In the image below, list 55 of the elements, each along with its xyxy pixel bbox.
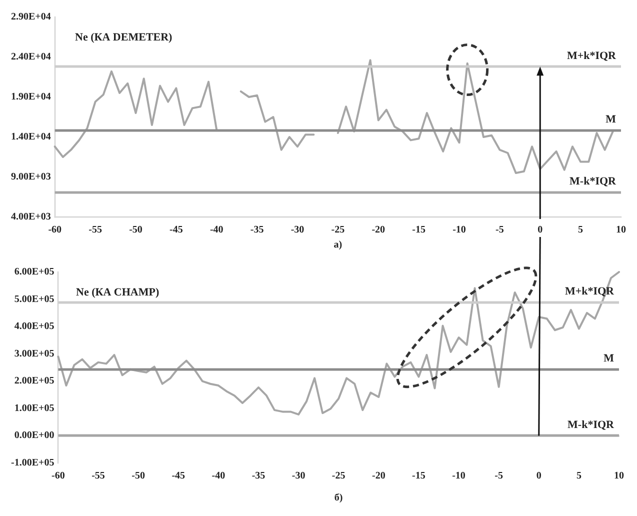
x-tick-label: -60 (52, 470, 65, 482)
x-tick-label: -15 (412, 470, 426, 482)
x-tick-label: -40 (210, 224, 224, 236)
y-tick-label: 0.00E+00 (14, 430, 54, 442)
x-tick-label: -25 (331, 224, 345, 236)
x-tick-label: -60 (48, 224, 62, 236)
x-tick-label: 0 (536, 470, 542, 482)
x-tick-label: -55 (88, 224, 102, 236)
y-tick-label: 4.00E+05 (14, 321, 54, 332)
x-tick-label: -45 (172, 470, 186, 482)
y-tick-label: 4.00E+03 (10, 212, 51, 222)
x-tick-label: -50 (132, 470, 145, 482)
ref-line-label: M-k*IQR (570, 176, 618, 188)
y-tick-label: 2.40E+04 (10, 52, 51, 62)
x-tick-label: -15 (412, 224, 426, 236)
x-axis-title: б) (334, 492, 343, 504)
y-tick-label: 9.00E+03 (10, 172, 51, 182)
x-tick-label: -35 (250, 224, 264, 236)
x-tick-label: -20 (372, 470, 386, 482)
x-tick-label: -25 (332, 470, 346, 482)
y-tick-label: 1.90E+04 (10, 92, 51, 102)
x-tick-label: 5 (576, 470, 582, 482)
x-tick-label: -10 (452, 470, 466, 482)
x-tick-label: -35 (252, 470, 266, 482)
x-tick-label: -30 (290, 224, 304, 236)
y-tick-label: 1.00E+05 (14, 402, 54, 414)
x-tick-label: -20 (372, 224, 386, 236)
y-tick-label: 2.00E+05 (14, 376, 54, 387)
ref-line-label: M (604, 352, 615, 364)
x-tick-label: -30 (292, 470, 306, 482)
x-tick-label: -40 (212, 470, 226, 482)
text: Ne (КА DEMETER) (75, 32, 173, 44)
x-tick-label: 10 (614, 470, 624, 482)
x-tick-label: 5 (578, 224, 584, 236)
y-tick-label: 1.40E+04 (10, 132, 51, 142)
ref-line-label: M+k*IQR (566, 50, 618, 62)
y-tick-label: 6.00E+05 (14, 266, 54, 278)
x-tick-label: 0 (538, 224, 543, 236)
line-series (57, 271, 620, 416)
x-tick-label: -5 (494, 470, 503, 482)
y-tick-label: 3.00E+05 (14, 348, 54, 360)
x-axis-title: a) (334, 239, 342, 250)
y-tick-label: -1.00E+05 (10, 458, 54, 468)
y-tick-label: 2.90E+04 (10, 12, 51, 22)
x-tick-label: 10 (616, 224, 626, 236)
x-tick-label: -50 (129, 224, 142, 236)
ref-line-label: M+k*IQR (564, 286, 616, 298)
y-tick-label: 5.00E+05 (14, 294, 54, 305)
ref-line-label: M-k*IQR (568, 419, 616, 432)
x-tick-label: -55 (92, 470, 105, 482)
x-tick-label: -10 (452, 224, 466, 236)
x-tick-label: -5 (496, 224, 504, 236)
ref-line-label: M (606, 113, 617, 126)
text: Ne (КА CHAMP) (76, 286, 160, 298)
x-tick-label: -45 (170, 224, 183, 236)
